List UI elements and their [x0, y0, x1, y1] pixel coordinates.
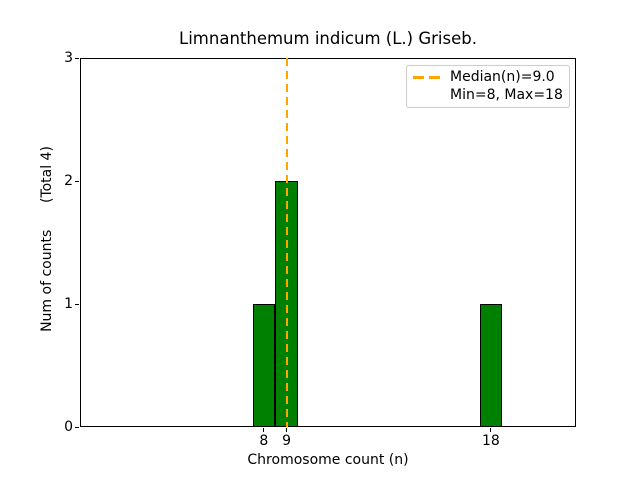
legend-label-minmax: Min=8, Max=18	[450, 87, 563, 104]
x-tick-label-8: 8	[259, 433, 269, 449]
x-axis-label: Chromosome count (n)	[247, 452, 409, 468]
y-tick-label-3: 3	[64, 50, 73, 66]
median-line	[285, 58, 288, 427]
bar-n8	[252, 304, 276, 427]
x-tick-label-18: 18	[481, 433, 500, 449]
legend-empty-swatch	[413, 94, 441, 97]
median-dashed-line-swatch	[413, 75, 441, 79]
bar-n18	[479, 304, 503, 427]
legend-label-median: Median(n)=9.0	[450, 68, 555, 85]
y-tick-1	[75, 303, 79, 305]
y-tick-2	[75, 180, 79, 182]
y-tick-label-2: 2	[64, 173, 73, 189]
x-tick-9	[286, 428, 288, 432]
legend-row-minmax: Min=8, Max=18	[413, 87, 563, 106]
y-tick-0	[75, 426, 79, 428]
chart-title: Limnanthemum indicum (L.) Griseb.	[179, 29, 477, 48]
legend: Median(n)=9.0 Min=8, Max=18	[406, 65, 570, 108]
legend-row-median: Median(n)=9.0	[413, 68, 563, 87]
y-axis-label: Num of counts (Total 4)	[39, 146, 55, 332]
y-tick-label-0: 0	[64, 419, 73, 435]
x-tick-8	[263, 428, 265, 432]
x-tick-label-9: 9	[282, 433, 292, 449]
y-tick-label-1: 1	[64, 296, 73, 312]
x-tick-18	[490, 428, 492, 432]
y-tick-3	[75, 57, 79, 59]
